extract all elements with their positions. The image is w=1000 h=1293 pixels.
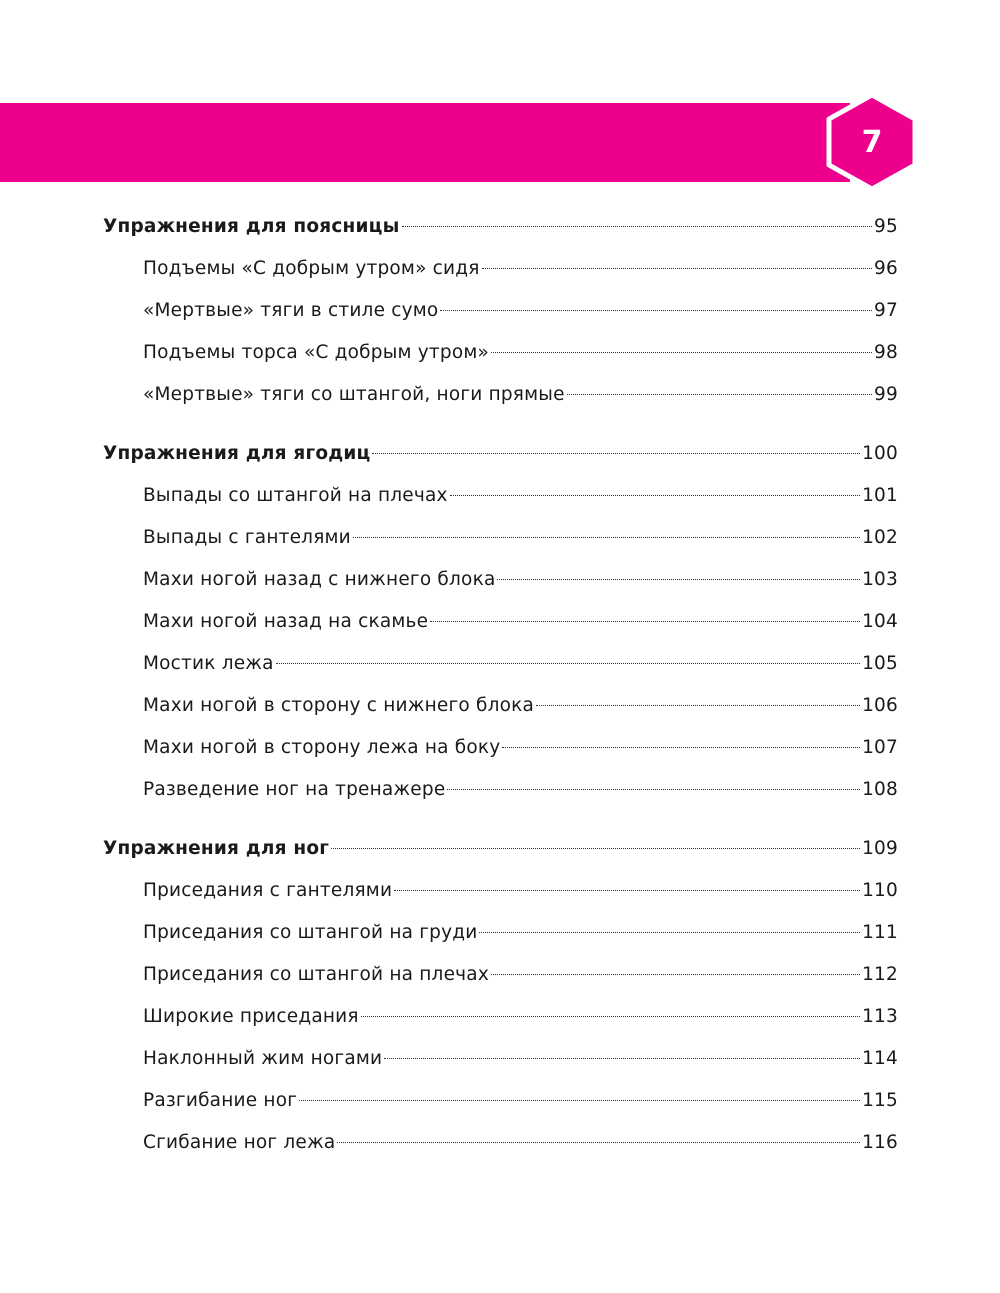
toc-section[interactable]: Упражнения для ног 109 bbox=[103, 828, 898, 870]
toc-entry[interactable]: Подъемы торса «С добрым утром» 98 bbox=[103, 332, 898, 374]
toc-title: Приседания со штангой на груди bbox=[143, 922, 478, 943]
dot-leader bbox=[299, 1100, 861, 1101]
dot-leader bbox=[566, 394, 873, 395]
toc-page-number: 95 bbox=[874, 216, 898, 237]
toc-section[interactable]: Упражнения для поясницы 95 bbox=[103, 206, 898, 248]
toc-page-number: 113 bbox=[862, 1006, 898, 1027]
toc-title: Упражнения для ягодиц bbox=[103, 443, 371, 464]
toc-entry[interactable]: Разгибание ног 115 bbox=[103, 1080, 898, 1122]
toc-title: Подъемы торса «С добрым утром» bbox=[143, 342, 490, 363]
toc-title: «Мертвые» тяги в стиле сумо bbox=[143, 300, 439, 321]
toc-title: Приседания со штангой на плечах bbox=[143, 964, 489, 985]
toc-page-number: 115 bbox=[862, 1090, 898, 1111]
dot-leader bbox=[449, 495, 861, 496]
toc-title: Приседания с гантелями bbox=[143, 880, 393, 901]
toc-entry[interactable]: Махи ногой в сторону лежа на боку 107 bbox=[103, 727, 898, 769]
toc-title: Махи ногой в сторону лежа на боку bbox=[143, 737, 501, 758]
dot-leader bbox=[384, 1058, 861, 1059]
toc-entry[interactable]: Сгибание ног лежа 116 bbox=[103, 1122, 898, 1164]
dot-leader bbox=[497, 579, 861, 580]
toc-title: Выпады с гантелями bbox=[143, 527, 351, 548]
dot-leader bbox=[360, 1016, 861, 1017]
toc-page-number: 98 bbox=[874, 342, 898, 363]
toc-title: Разгибание ног bbox=[143, 1090, 298, 1111]
toc-page-number: 99 bbox=[874, 384, 898, 405]
dot-leader bbox=[490, 974, 861, 975]
dot-leader bbox=[394, 890, 861, 891]
toc-entry[interactable]: Широкие приседания 113 bbox=[103, 996, 898, 1038]
toc-title: Махи ногой в сторону с нижнего блока bbox=[143, 695, 535, 716]
toc-entry[interactable]: Приседания со штангой на груди 111 bbox=[103, 912, 898, 954]
toc-title: «Мертвые» тяги со штангой, ноги прямые bbox=[143, 384, 565, 405]
toc-page-number: 103 bbox=[862, 569, 898, 590]
dot-leader bbox=[352, 537, 861, 538]
toc-entry[interactable]: Махи ногой назад на скамье 104 bbox=[103, 601, 898, 643]
dot-leader bbox=[447, 789, 861, 790]
toc-title: Упражнения для поясницы bbox=[103, 216, 400, 237]
toc-title: Разведение ног на тренажере bbox=[143, 779, 446, 800]
toc-page-number: 116 bbox=[862, 1132, 898, 1153]
toc-page-number: 109 bbox=[862, 838, 898, 859]
toc-entry[interactable]: Приседания с гантелями 110 bbox=[103, 870, 898, 912]
toc-page-number: 111 bbox=[862, 922, 898, 943]
toc-entry[interactable]: Подъемы «С добрым утром» сидя 96 bbox=[103, 248, 898, 290]
toc-entry[interactable]: Махи ногой назад с нижнего блока 103 bbox=[103, 559, 898, 601]
toc-section[interactable]: Упражнения для ягодиц 100 bbox=[103, 433, 898, 475]
toc-page-number: 114 bbox=[862, 1048, 898, 1069]
toc-page-number: 108 bbox=[862, 779, 898, 800]
toc-entry[interactable]: «Мертвые» тяги со штангой, ноги прямые 99 bbox=[103, 374, 898, 416]
toc-page-number: 106 bbox=[862, 695, 898, 716]
toc-title: Выпады со штангой на плечах bbox=[143, 485, 448, 506]
header-band bbox=[0, 103, 850, 182]
dot-leader bbox=[401, 226, 873, 227]
toc-entry[interactable]: Приседания со штангой на плечах 112 bbox=[103, 954, 898, 996]
toc-title: Широкие приседания bbox=[143, 1006, 359, 1027]
toc-page-number: 97 bbox=[874, 300, 898, 321]
toc-page-number: 104 bbox=[862, 611, 898, 632]
dot-leader bbox=[502, 747, 861, 748]
dot-leader bbox=[430, 621, 861, 622]
toc-page-number: 107 bbox=[862, 737, 898, 758]
toc-page-number: 101 bbox=[862, 485, 898, 506]
toc-page-number: 102 bbox=[862, 527, 898, 548]
dot-leader bbox=[275, 663, 861, 664]
toc-entry[interactable]: Разведение ног на тренажере 108 bbox=[103, 769, 898, 811]
toc-title: Мостик лежа bbox=[143, 653, 274, 674]
toc-title: Махи ногой назад с нижнего блока bbox=[143, 569, 496, 590]
dot-leader bbox=[331, 848, 861, 849]
toc-entry[interactable]: Мостик лежа 105 bbox=[103, 643, 898, 685]
toc-title: Сгибание ног лежа bbox=[143, 1132, 336, 1153]
toc-page-number: 100 bbox=[862, 443, 898, 464]
toc-title: Наклонный жим ногами bbox=[143, 1048, 383, 1069]
dot-leader bbox=[372, 453, 861, 454]
toc-title: Махи ногой назад на скамье bbox=[143, 611, 429, 632]
toc-entry[interactable]: Выпады с гантелями 102 bbox=[103, 517, 898, 559]
chapter-number: 7 bbox=[861, 124, 883, 160]
toc-entry[interactable]: Наклонный жим ногами 114 bbox=[103, 1038, 898, 1080]
dot-leader bbox=[536, 705, 861, 706]
table-of-contents: Упражнения для поясницы 95 Подъемы «С добр… bbox=[103, 206, 898, 1164]
dot-leader bbox=[491, 352, 873, 353]
toc-page-number: 105 bbox=[862, 653, 898, 674]
toc-page-number: 96 bbox=[874, 258, 898, 279]
toc-page-number: 112 bbox=[862, 964, 898, 985]
chapter-hexagon-icon bbox=[826, 92, 918, 192]
dot-leader bbox=[481, 268, 873, 269]
toc-entry[interactable]: «Мертвые» тяги в стиле сумо 97 bbox=[103, 290, 898, 332]
toc-entry[interactable]: Выпады со штангой на плечах 101 bbox=[103, 475, 898, 517]
dot-leader bbox=[440, 310, 873, 311]
toc-title: Подъемы «С добрым утром» сидя bbox=[143, 258, 480, 279]
dot-leader bbox=[337, 1142, 861, 1143]
toc-page-number: 110 bbox=[862, 880, 898, 901]
toc-entry[interactable]: Махи ногой в сторону с нижнего блока 106 bbox=[103, 685, 898, 727]
dot-leader bbox=[479, 932, 861, 933]
toc-title: Упражнения для ног bbox=[103, 838, 330, 859]
